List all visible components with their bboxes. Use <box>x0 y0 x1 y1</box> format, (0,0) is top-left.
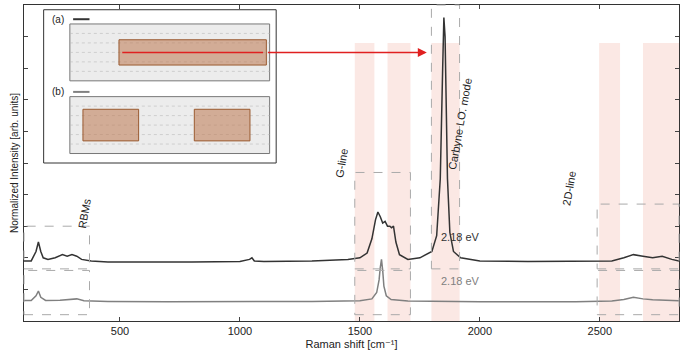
svg-text:Raman shift [cm⁻¹]: Raman shift [cm⁻¹] <box>306 338 398 350</box>
svg-text:(a): (a) <box>52 14 64 25</box>
svg-text:(b): (b) <box>52 86 64 97</box>
svg-text:2500: 2500 <box>588 325 612 337</box>
svg-text:2.18 eV: 2.18 eV <box>441 275 480 287</box>
svg-text:RBMs: RBMs <box>76 197 93 229</box>
svg-text:500: 500 <box>111 325 129 337</box>
svg-text:Carbyne LO. mode: Carbyne LO. mode <box>446 77 474 171</box>
svg-text:2D-line: 2D-line <box>560 170 578 206</box>
svg-text:2000: 2000 <box>468 325 492 337</box>
svg-text:2.18 eV: 2.18 eV <box>441 231 480 243</box>
svg-text:1500: 1500 <box>348 325 372 337</box>
svg-text:1000: 1000 <box>228 325 252 337</box>
svg-text:G-line: G-line <box>333 148 350 179</box>
svg-text:Normalized Intensity [arb. uni: Normalized Intensity [arb. units] <box>9 93 20 233</box>
